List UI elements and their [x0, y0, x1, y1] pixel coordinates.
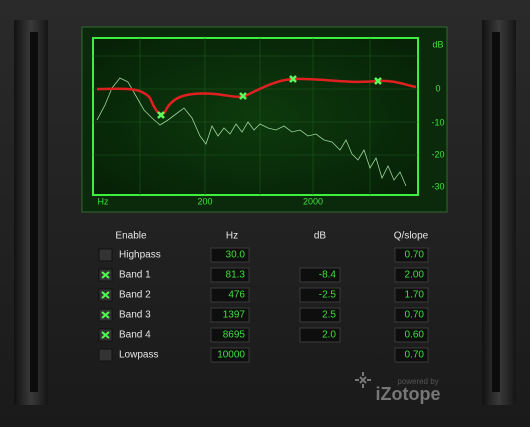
value-field[interactable]: [210, 247, 250, 263]
handle[interactable]: [374, 77, 382, 85]
check-mark: [101, 271, 110, 279]
value-text: 2.00: [405, 270, 425, 281]
value-field[interactable]: [394, 327, 429, 343]
y-label: -30: [431, 181, 444, 191]
value-field[interactable]: [210, 267, 250, 283]
logo-mark: [355, 372, 371, 388]
handle[interactable]: [239, 92, 247, 100]
band-name: Lowpass: [119, 350, 158, 361]
x-label: 2000: [303, 196, 323, 206]
y-label: -20: [431, 149, 444, 159]
value-text: -8.4: [319, 270, 337, 281]
handle[interactable]: [289, 75, 297, 83]
value-field[interactable]: [394, 267, 429, 283]
value-field[interactable]: [210, 347, 250, 363]
x-unit: Hz: [98, 196, 109, 206]
band-handles: [157, 75, 382, 119]
brand: powered by iZotope: [355, 372, 441, 404]
value-field[interactable]: [210, 307, 250, 323]
rail-slot: [30, 32, 38, 392]
eq-curve: [96, 77, 417, 116]
check-mark: [101, 331, 110, 339]
y-unit: dB: [432, 39, 443, 49]
rail-slot: [492, 32, 500, 392]
band-name: Band 4: [119, 330, 151, 341]
band-name: Highpass: [119, 250, 161, 261]
value-text: 0.70: [405, 350, 425, 361]
column-header: dB: [314, 231, 327, 242]
value-text: 0.70: [405, 310, 425, 321]
value-text: 10000: [217, 350, 245, 361]
plot-area: [92, 37, 419, 196]
value-field[interactable]: [394, 247, 429, 263]
value-field[interactable]: [299, 287, 341, 303]
value-text: 476: [228, 290, 245, 301]
column-header: Q/slope: [394, 231, 429, 242]
band-name: Band 1: [119, 270, 151, 281]
band-name: Band 2: [119, 290, 151, 301]
value-field[interactable]: [210, 327, 250, 343]
value-field[interactable]: [299, 267, 341, 283]
y-label: -10: [431, 117, 444, 127]
value-text: 30.0: [226, 250, 246, 261]
brand-tagline: powered by: [397, 377, 438, 386]
value-field[interactable]: [299, 307, 341, 323]
value-text: 81.3: [226, 270, 246, 281]
value-text: 1397: [223, 310, 246, 321]
column-header: Hz: [226, 231, 238, 242]
enable-checkbox[interactable]: [98, 348, 113, 362]
value-field[interactable]: [299, 327, 341, 343]
value-text: 2.5: [322, 310, 336, 321]
value-text: 1.70: [405, 290, 425, 301]
value-text: 0.60: [405, 330, 425, 341]
value-field[interactable]: [210, 287, 250, 303]
value-field[interactable]: [394, 287, 429, 303]
check-mark: [101, 311, 110, 319]
x-label: 200: [197, 196, 212, 206]
value-text: 8695: [223, 330, 246, 341]
value-field[interactable]: [394, 307, 429, 323]
spectrum: [96, 77, 407, 187]
grid: [93, 38, 418, 195]
column-header: Enable: [115, 231, 147, 242]
enable-checkbox[interactable]: [98, 248, 113, 262]
handle[interactable]: [157, 111, 165, 119]
brand-name: iZotope: [376, 384, 441, 404]
value-text: 2.0: [322, 330, 336, 341]
y-label: 0: [435, 83, 440, 93]
value-field[interactable]: [394, 347, 429, 363]
band-name: Band 3: [119, 310, 151, 321]
value-text: 0.70: [405, 250, 425, 261]
check-mark: [101, 291, 110, 299]
value-text: -2.5: [319, 290, 337, 301]
